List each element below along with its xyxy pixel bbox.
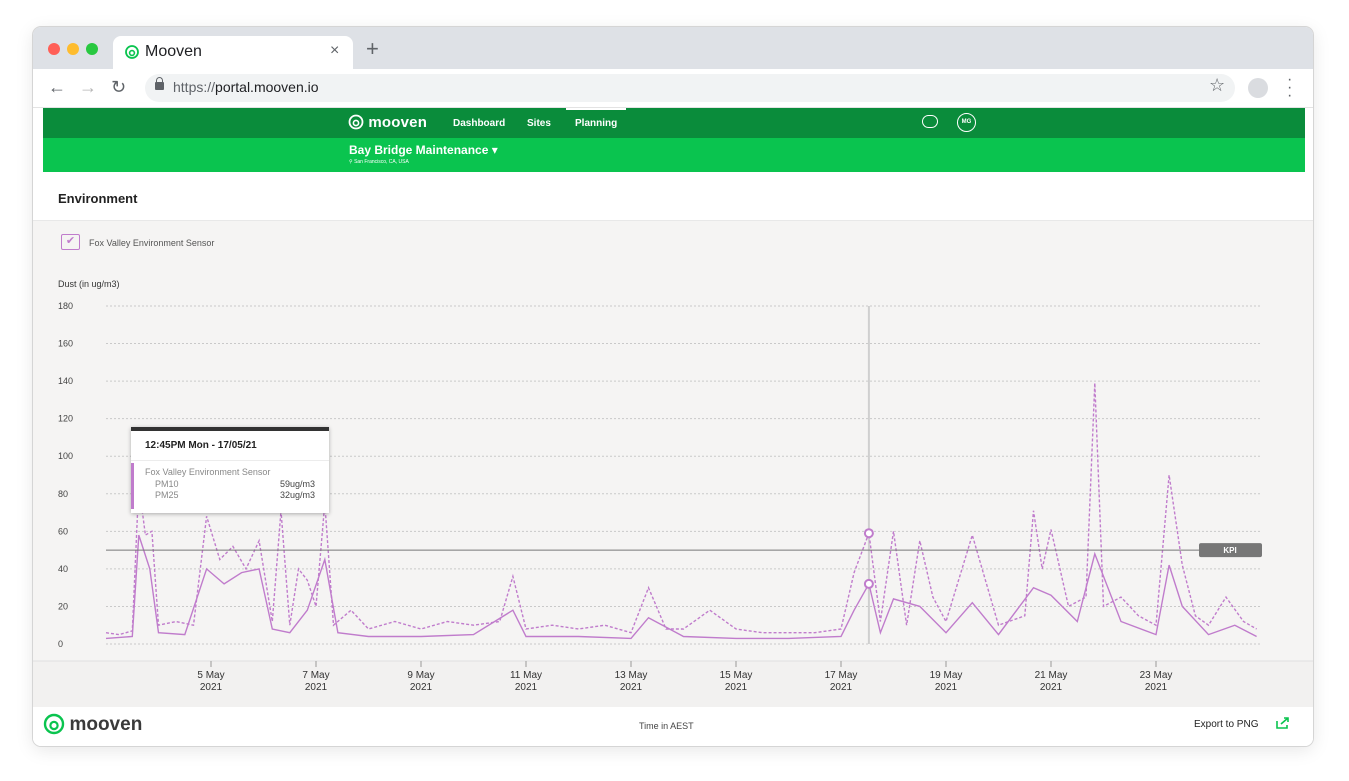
section-title: Environment: [58, 191, 138, 206]
tab-bar: Mooven × +: [33, 27, 1313, 69]
site-bar: Bay Bridge Maintenance ▾ ⚲ San Francisco…: [43, 138, 1305, 172]
browser-window: Mooven × + ← → ↻ https://portal.mooven.i…: [33, 27, 1313, 746]
y-tick-label: 60: [58, 526, 68, 536]
mooven-favicon-icon: [125, 45, 139, 59]
browser-toolbar: ← → ↻ https://portal.mooven.io ☆ · · ·: [33, 69, 1313, 108]
tab-title: Mooven: [145, 43, 202, 60]
x-tick-year: 2021: [305, 682, 328, 693]
hover-point-marker: [863, 578, 874, 589]
y-tick-label: 180: [58, 301, 73, 311]
x-tick-label: 9 May: [407, 670, 434, 681]
export-icon[interactable]: [1276, 717, 1290, 729]
x-tick-label: 21 May: [1035, 670, 1068, 681]
brand-name: mooven: [368, 114, 428, 131]
app-header: mooven Dashboard Sites Planning MG: [43, 108, 1305, 138]
url-text: https://portal.mooven.io: [173, 79, 319, 95]
series-line-pm10: [105, 382, 1257, 636]
chat-icon[interactable]: [922, 115, 938, 128]
x-tick-year: 2021: [830, 682, 853, 693]
x-tick-label: 7 May: [302, 670, 329, 681]
nav-planning[interactable]: Planning: [565, 108, 627, 129]
kpi-label: KPI: [1223, 546, 1236, 555]
legend-label: Fox Valley Environment Sensor: [89, 238, 215, 248]
x-tick-label: 17 May: [825, 670, 858, 681]
tooltip-pm25-label: PM25: [155, 490, 179, 500]
tooltip-divider: [131, 460, 329, 461]
profile-avatar[interactable]: [1248, 78, 1268, 98]
x-tick-label: 11 May: [510, 670, 542, 681]
address-bar[interactable]: https://portal.mooven.io: [145, 74, 1235, 102]
y-tick-label: 80: [58, 489, 68, 499]
x-axis-title: Time in AEST: [639, 721, 694, 731]
back-arrow-icon[interactable]: ←: [48, 77, 66, 97]
legend-checkbox[interactable]: ✔: [61, 234, 80, 250]
y-tick-label: 100: [58, 451, 73, 461]
dust-chart[interactable]: Dust (in ug/m3) 0 20 40 60 80 100 120 140 160 180 5…: [33, 221, 1313, 707]
site-selector[interactable]: Bay Bridge Maintenance ▾: [349, 143, 498, 157]
footer-logo: mooven: [43, 713, 142, 736]
tooltip-title: 12:45PM Mon - 17/05/21: [145, 440, 257, 451]
y-tick-label: 0: [58, 639, 63, 649]
mooven-logo-icon: [348, 114, 364, 130]
maximize-window-button[interactable]: [86, 43, 98, 55]
section-header: Environment: [33, 174, 1313, 221]
y-tick-label: 140: [58, 376, 73, 386]
mooven-footer-logo-icon: [43, 713, 65, 735]
x-tick-label: 5 May: [197, 670, 224, 681]
series-line-pm25: [105, 534, 1257, 640]
mooven-logo[interactable]: mooven: [348, 114, 427, 131]
y-tick-label: 160: [58, 339, 73, 349]
x-axis-band: [33, 661, 1313, 707]
x-tick-year: 2021: [1040, 682, 1063, 693]
site-name: Bay Bridge Maintenance: [349, 143, 489, 157]
nav-sites[interactable]: Sites: [527, 118, 551, 129]
x-tick-year: 2021: [620, 682, 643, 693]
close-window-button[interactable]: [48, 43, 60, 55]
x-tick-year: 2021: [410, 682, 433, 693]
caret-down-icon: ▾: [491, 143, 498, 157]
bookmark-star-icon[interactable]: ☆: [1209, 75, 1226, 95]
browser-menu-icon[interactable]: · · ·: [1287, 71, 1293, 104]
nav-dashboard[interactable]: Dashboard: [453, 118, 506, 129]
x-tick-label: 23 May: [1140, 670, 1173, 681]
y-tick-label: 40: [58, 564, 68, 574]
y-tick-label: 20: [58, 601, 68, 611]
lock-icon: [155, 77, 164, 90]
footer-brand: mooven: [69, 714, 143, 735]
x-tick-label: 19 May: [930, 670, 963, 681]
chart-tooltip: 12:45PM Mon - 17/05/21 Fox Valley Enviro…: [131, 427, 329, 513]
chart-panel: ✔ Fox Valley Environment Sensor Dust (in…: [33, 221, 1313, 707]
site-location: ⚲ San Francisco, CA, USA: [349, 159, 409, 165]
tooltip-sensor: Fox Valley Environment Sensor: [145, 467, 271, 477]
x-tick-year: 2021: [1145, 682, 1168, 693]
reload-icon[interactable]: ↻: [111, 77, 127, 97]
tooltip-pm10-label: PM10: [155, 479, 179, 489]
browser-tab[interactable]: Mooven ×: [113, 36, 353, 69]
y-tick-label: 120: [58, 414, 73, 424]
chart-footer: mooven Time in AEST Export to PNG: [33, 707, 1313, 746]
x-tick-label: 15 May: [720, 670, 753, 681]
tooltip-pm25-value: 32ug/m3: [279, 490, 315, 500]
new-tab-button[interactable]: +: [366, 36, 379, 61]
export-png-button[interactable]: Export to PNG: [1194, 719, 1259, 730]
tooltip-color-bar: [131, 463, 134, 509]
x-tick-year: 2021: [725, 682, 748, 693]
x-tick-label: 13 May: [615, 670, 648, 681]
user-avatar[interactable]: MG: [957, 113, 976, 132]
pin-icon: ⚲: [349, 159, 353, 165]
x-tick-year: 2021: [935, 682, 958, 693]
tab-close-icon[interactable]: ×: [330, 42, 340, 59]
x-tick-year: 2021: [200, 682, 223, 693]
page-content: mooven Dashboard Sites Planning MG Bay B…: [33, 108, 1313, 746]
forward-arrow-icon[interactable]: →: [79, 77, 97, 97]
x-tick-year: 2021: [515, 682, 538, 693]
tooltip-pm10-value: 59ug/m3: [279, 479, 315, 489]
kpi-badge: [1199, 543, 1262, 558]
hover-point-marker: [863, 528, 874, 539]
y-axis-title: Dust (in ug/m3): [58, 279, 120, 289]
minimize-window-button[interactable]: [67, 43, 79, 55]
